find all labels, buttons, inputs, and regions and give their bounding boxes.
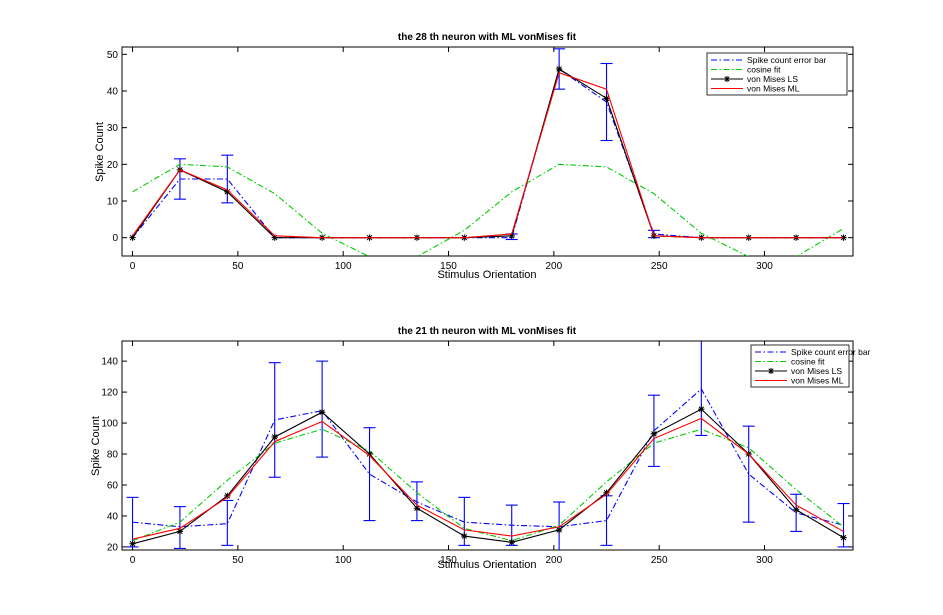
y-tick-label: 80 <box>107 450 119 461</box>
legend-label: von Mises LS <box>747 74 798 84</box>
x-axis-label-top: Stimulus Orientation <box>437 269 536 281</box>
data-point <box>224 492 231 500</box>
data-point <box>555 65 563 73</box>
y-ticks-bottom: 20 40 60 80 100 120 140 <box>101 357 853 553</box>
error-bar <box>363 427 376 522</box>
series-line-2 <box>132 163 844 256</box>
chart-title-top: the 28 th neuron with ML vonMises fit <box>398 32 577 43</box>
series-line-4 <box>132 71 844 239</box>
error-bar <box>600 62 613 142</box>
data-point <box>603 489 610 496</box>
subplot-top: 0 50 100 150 200 250 300 0 10 20 30 40 50 the 28 th… <box>94 32 854 281</box>
error-bar <box>173 158 186 200</box>
y-tick-label: 100 <box>101 419 118 430</box>
error-bar <box>268 362 281 478</box>
y-tick-label: 50 <box>107 50 119 61</box>
y-tick-label: 20 <box>107 160 119 171</box>
data-point <box>555 526 563 534</box>
legend-label: Spike count error bar <box>791 347 871 357</box>
x-tick-label: 200 <box>546 261 563 272</box>
legend-marker <box>724 76 730 82</box>
chart-title-bottom: the 21 th neuron with ML vonMises fit <box>398 326 577 337</box>
x-tick-label: 300 <box>756 555 773 566</box>
y-ticks-top: 0 10 20 30 40 50 <box>107 50 853 244</box>
legend-label: von Mises ML <box>747 84 800 94</box>
data-point <box>271 433 278 441</box>
data-point <box>698 405 705 413</box>
x-axis-label-bottom: Stimulus Orientation <box>437 559 536 571</box>
data-point <box>176 528 184 535</box>
error-bar <box>410 481 423 522</box>
legend-label: cosine fit <box>747 65 781 75</box>
data-point <box>366 450 373 458</box>
legend-label: von Mises ML <box>791 376 844 386</box>
legend-marker <box>768 368 774 374</box>
y-axis-label-bottom: Spike Count <box>90 416 102 476</box>
data-point <box>129 540 136 548</box>
x-tick-label: 100 <box>335 261 352 272</box>
plot-area-bottom <box>121 340 854 551</box>
data-point <box>650 430 658 438</box>
data-point <box>224 188 231 196</box>
x-ticks-top: 0 50 100 150 200 250 300 <box>130 47 773 272</box>
y-tick-label: 0 <box>112 233 118 244</box>
error-bar <box>173 506 186 550</box>
data-point <box>413 505 421 512</box>
series-line-2 <box>132 428 844 542</box>
x-tick-label: 200 <box>546 555 563 566</box>
x-tick-label: 150 <box>440 261 457 272</box>
y-tick-label: 140 <box>101 357 118 368</box>
y-tick-label: 10 <box>107 197 119 208</box>
error-bar <box>742 425 755 523</box>
data-point <box>129 234 136 241</box>
data-point <box>461 532 468 540</box>
data-point <box>792 506 800 513</box>
data-point <box>271 234 278 241</box>
legend-label: Spike count error bar <box>747 55 827 65</box>
x-tick-label: 0 <box>130 555 136 566</box>
legend-label: cosine fit <box>791 357 825 367</box>
y-tick-label: 60 <box>107 480 119 491</box>
series-line-1 <box>132 388 844 528</box>
x-tick-label: 50 <box>232 555 244 566</box>
data-point <box>840 534 847 541</box>
series-layer-top <box>129 48 847 256</box>
data-point <box>318 409 326 416</box>
y-tick-label: 40 <box>107 87 119 98</box>
x-tick-label: 150 <box>440 555 457 566</box>
data-point <box>508 232 515 240</box>
series-line-3 <box>132 408 844 545</box>
x-tick-label: 0 <box>130 261 136 272</box>
series-line-4 <box>132 417 844 540</box>
x-tick-label: 250 <box>651 555 668 566</box>
y-tick-label: 40 <box>107 511 119 522</box>
x-tick-label: 50 <box>232 261 244 272</box>
y-tick-label: 30 <box>107 123 119 134</box>
y-axis-label-top: Spike Count <box>94 122 106 182</box>
x-tick-label: 250 <box>651 261 668 272</box>
subplot-bottom: 0 50 100 150 200 250 300 20 40 60 80 100 120 140 the… <box>90 326 871 571</box>
data-point <box>508 539 515 546</box>
x-tick-label: 100 <box>335 555 352 566</box>
x-ticks-bottom: 0 50 100 150 200 250 300 <box>130 341 773 566</box>
x-tick-label: 300 <box>756 261 773 272</box>
y-tick-label: 120 <box>101 388 118 399</box>
legend-label: von Mises LS <box>791 366 842 376</box>
y-tick-label: 20 <box>107 542 119 553</box>
data-point <box>603 95 610 102</box>
series-layer-bottom <box>126 341 850 550</box>
